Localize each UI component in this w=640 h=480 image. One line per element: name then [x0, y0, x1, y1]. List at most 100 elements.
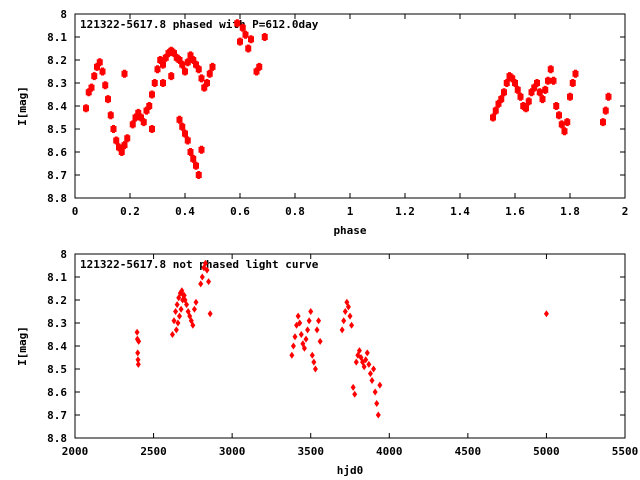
data-point	[204, 79, 210, 87]
y-tick-label: 8	[60, 248, 67, 261]
data-point	[199, 273, 205, 281]
data-point	[207, 310, 213, 318]
x-tick-label: 3500	[297, 445, 324, 458]
data-point	[345, 303, 351, 311]
y-tick-label: 8.4	[47, 340, 67, 353]
y-tick-label: 8.3	[47, 317, 67, 330]
unphased-light-curve-plot: 121322-5617.8 not phased light curve hjd…	[16, 248, 638, 477]
data-point	[363, 356, 369, 364]
data-point	[206, 278, 212, 286]
data-point	[534, 79, 540, 87]
chart-title: 121322-5617.8 not phased light curve	[80, 258, 319, 271]
data-point	[99, 67, 106, 76]
y-axis-title: I[mag]	[16, 86, 29, 126]
data-point	[503, 79, 510, 87]
data-point	[366, 360, 372, 368]
x-tick-label: 0.6	[230, 205, 250, 218]
data-point	[352, 390, 358, 398]
y-tick-label: 8.5	[47, 363, 67, 376]
x-tick-label: 1	[347, 205, 354, 218]
y-tick-label: 8.6	[47, 146, 67, 159]
data-point	[245, 44, 252, 53]
x-tick-label: 2	[622, 205, 629, 218]
data-point	[298, 331, 304, 338]
data-point	[129, 120, 136, 129]
data-point	[184, 136, 191, 145]
data-point	[369, 377, 375, 384]
y-tick-label: 8.8	[47, 192, 67, 205]
data-point	[498, 95, 505, 104]
data-point	[146, 102, 153, 110]
data-point	[234, 19, 241, 28]
data-point	[290, 342, 296, 350]
data-point	[140, 118, 147, 127]
data-point	[173, 326, 179, 334]
x-tick-label: 1.2	[395, 205, 415, 218]
data-point	[113, 136, 120, 145]
data-point	[347, 312, 353, 320]
data-point	[364, 349, 370, 357]
x-tick-label: 1.8	[560, 205, 580, 218]
data-point	[289, 351, 295, 359]
data-point	[149, 125, 155, 133]
chart-title: 121322-5617.8 phased with P=612.0day	[80, 18, 319, 31]
data-point	[239, 23, 246, 32]
data-point	[121, 141, 128, 150]
data-point	[297, 319, 303, 327]
data-point	[536, 88, 543, 97]
data-point	[361, 363, 367, 371]
data-point	[523, 104, 529, 113]
data-point	[547, 65, 554, 74]
y-tick-label: 8	[60, 8, 67, 21]
data-point	[190, 321, 196, 329]
data-point	[121, 69, 128, 78]
data-point	[567, 92, 573, 101]
data-point	[350, 383, 356, 391]
data-point	[181, 291, 187, 299]
data-point	[306, 317, 312, 325]
x-tick-label: 2500	[140, 445, 167, 458]
data-point	[206, 69, 213, 78]
y-tick-label: 8.7	[47, 409, 67, 422]
data-point	[309, 351, 315, 359]
data-point	[134, 328, 140, 336]
data-point	[374, 400, 380, 407]
data-point	[312, 365, 318, 373]
data-point	[561, 127, 568, 136]
data-point	[175, 319, 181, 327]
data-point	[492, 106, 499, 115]
data-point	[191, 305, 197, 313]
y-tick-label: 8.2	[47, 294, 67, 307]
data-point	[349, 321, 355, 329]
data-point	[556, 111, 562, 120]
y-tick-label: 8.6	[47, 386, 67, 399]
data-point	[179, 122, 186, 131]
x-tick-label: 0.4	[175, 205, 195, 218]
data-point	[542, 85, 549, 94]
data-point	[107, 111, 114, 120]
data-point	[292, 333, 298, 341]
axis-ticks: 2000 2500 3000 3500 4000 4500 5000 5500 8 8.1 8.2 8…	[47, 248, 638, 458]
data-point	[202, 259, 208, 267]
data-point	[136, 337, 142, 345]
y-tick-label: 8.5	[47, 123, 67, 136]
x-tick-label: 5000	[533, 445, 560, 458]
data-point	[195, 65, 202, 74]
data-points	[83, 19, 612, 179]
data-point	[605, 92, 612, 101]
x-tick-label: 0.8	[285, 205, 305, 218]
data-point	[96, 58, 103, 67]
data-point	[317, 337, 323, 345]
y-tick-label: 8.7	[47, 169, 67, 182]
data-point	[195, 171, 202, 179]
data-point	[377, 381, 383, 389]
x-tick-label: 4500	[455, 445, 482, 458]
data-point	[308, 308, 314, 315]
data-point	[303, 335, 309, 343]
data-point	[525, 97, 532, 106]
data-point	[83, 104, 89, 113]
data-point	[124, 134, 131, 143]
data-point	[539, 95, 546, 104]
data-point	[550, 76, 557, 85]
data-point	[173, 308, 179, 315]
